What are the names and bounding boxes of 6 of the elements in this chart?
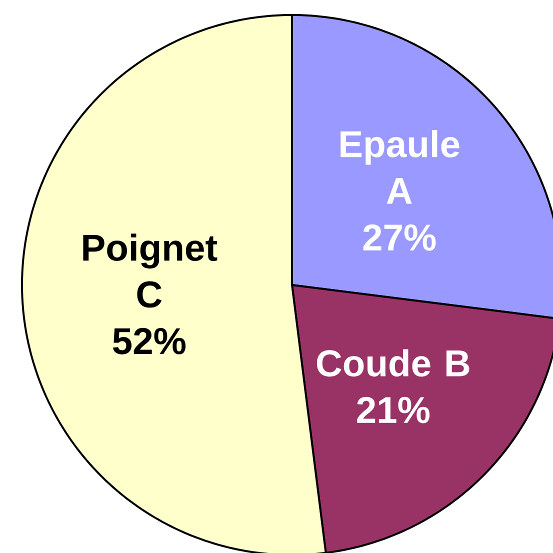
slice-label: Coude B <box>316 349 470 377</box>
data-label: 27% <box>363 224 436 251</box>
slice-label: Poignet C <box>83 234 218 308</box>
data-label: 21% <box>357 396 430 424</box>
slice-label: Epaule A <box>340 130 460 204</box>
data-label: 52% <box>112 328 186 354</box>
